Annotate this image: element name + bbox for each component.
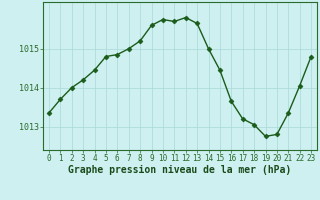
X-axis label: Graphe pression niveau de la mer (hPa): Graphe pression niveau de la mer (hPa) [68,165,292,175]
